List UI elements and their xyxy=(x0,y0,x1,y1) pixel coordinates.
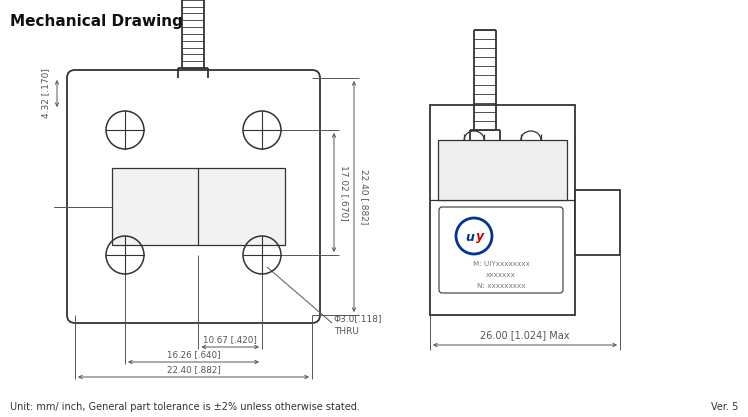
FancyBboxPatch shape xyxy=(67,70,320,323)
Text: 16.26 [.640]: 16.26 [.640] xyxy=(167,350,221,359)
Text: Unit: mm/ inch, General part tolerance is ±2% unless otherwise stated.: Unit: mm/ inch, General part tolerance i… xyxy=(10,402,360,412)
Bar xyxy=(430,105,575,315)
Text: THRU: THRU xyxy=(334,327,359,336)
Text: M: UIYxxxxxxxx: M: UIYxxxxxxxx xyxy=(473,261,530,267)
Text: Ver. 5: Ver. 5 xyxy=(711,402,738,412)
Text: 4.32 [.170]: 4.32 [.170] xyxy=(41,68,50,118)
Text: y: y xyxy=(476,229,484,243)
Bar xyxy=(438,140,567,200)
Text: xxxxxxx: xxxxxxx xyxy=(486,272,516,278)
Text: 17.02 [.670]: 17.02 [.670] xyxy=(340,165,349,220)
Text: N: xxxxxxxxx: N: xxxxxxxxx xyxy=(476,283,525,289)
Text: 26.00 [1.024] Max: 26.00 [1.024] Max xyxy=(480,330,570,340)
FancyBboxPatch shape xyxy=(439,207,563,293)
Bar xyxy=(112,168,285,245)
Text: u: u xyxy=(465,231,474,244)
Text: 22.40 [.882]: 22.40 [.882] xyxy=(167,365,221,374)
Text: Φ3.0[.118]: Φ3.0[.118] xyxy=(334,314,382,324)
Text: 22.40 [.882]: 22.40 [.882] xyxy=(360,169,369,224)
Text: Mechanical Drawing: Mechanical Drawing xyxy=(10,14,183,29)
Text: 10.67 [.420]: 10.67 [.420] xyxy=(203,335,257,344)
Bar xyxy=(575,190,620,255)
